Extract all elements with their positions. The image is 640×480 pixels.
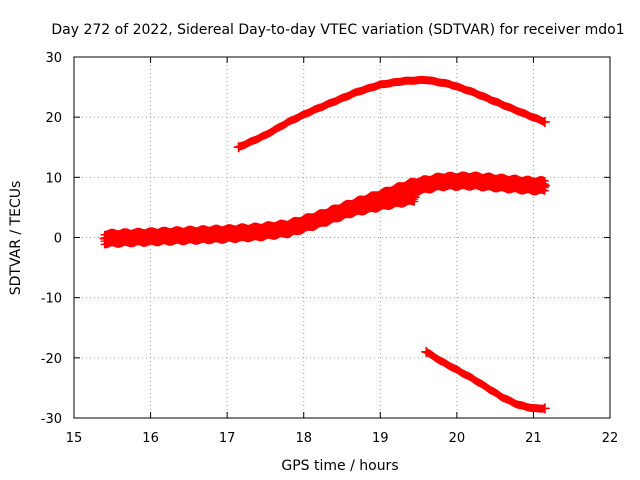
series-endpoint-marker	[99, 233, 110, 244]
series-arc-1	[99, 171, 550, 249]
series-endpoint-marker	[539, 116, 550, 127]
y-tick-label: -30	[41, 412, 62, 427]
series-endpoint-marker	[409, 192, 420, 203]
y-axis-label: SDTVAR / TECUs	[8, 181, 24, 296]
axis-ticks: 15 16 17 18 19 20 21 22 -30 -20 -10 0 10 20 30	[41, 51, 619, 446]
x-tick-label: 22	[602, 431, 619, 446]
data-series	[99, 75, 550, 414]
y-tick-label: 30	[45, 51, 62, 66]
series-arc-4	[421, 346, 550, 414]
x-tick-label: 15	[66, 431, 83, 446]
series-endpoint-marker	[539, 180, 550, 191]
series-endpoint-marker	[233, 142, 244, 153]
series-arc-3	[233, 75, 550, 153]
series-markers	[284, 189, 419, 238]
series-markers	[234, 75, 549, 151]
y-tick-label: 0	[54, 232, 62, 247]
series-markers	[100, 171, 549, 249]
x-tick-label: 20	[449, 431, 466, 446]
x-tick-label: 16	[142, 431, 159, 446]
x-axis-label: GPS time / hours	[281, 458, 398, 474]
y-tick-label: -20	[41, 352, 62, 367]
series-markers	[422, 348, 549, 413]
y-tick-label: 10	[45, 171, 62, 186]
series-endpoint-marker	[539, 403, 550, 414]
y-tick-label: -10	[41, 292, 62, 307]
series-endpoint-marker	[283, 224, 294, 235]
x-tick-label: 21	[525, 431, 542, 446]
chart-title: Day 272 of 2022, Sidereal Day-to-day VTE…	[51, 22, 624, 38]
x-tick-label: 18	[295, 431, 312, 446]
series-endpoint-marker	[421, 346, 432, 357]
series-arc-2	[283, 189, 420, 238]
y-tick-label: 20	[45, 111, 62, 126]
x-tick-label: 19	[372, 431, 389, 446]
x-tick-label: 17	[219, 431, 236, 446]
